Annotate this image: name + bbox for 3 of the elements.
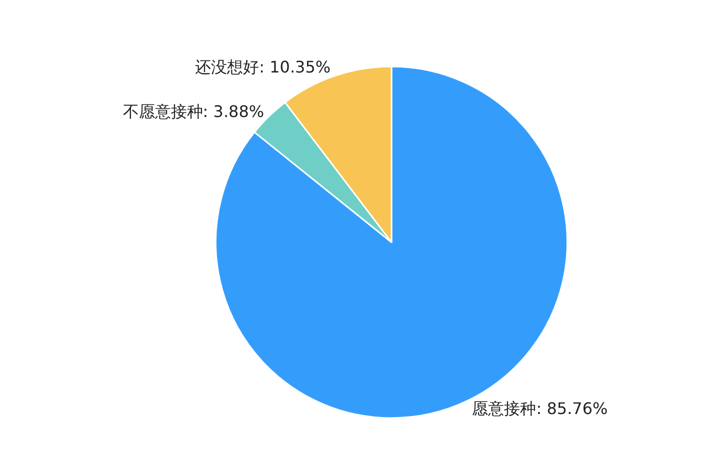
slice-label: 愿意接种: 85.76%	[472, 398, 608, 418]
slice-label: 不愿意接种: 3.88%	[122, 102, 264, 121]
slice-label: 还没想好: 10.35%	[195, 58, 331, 77]
